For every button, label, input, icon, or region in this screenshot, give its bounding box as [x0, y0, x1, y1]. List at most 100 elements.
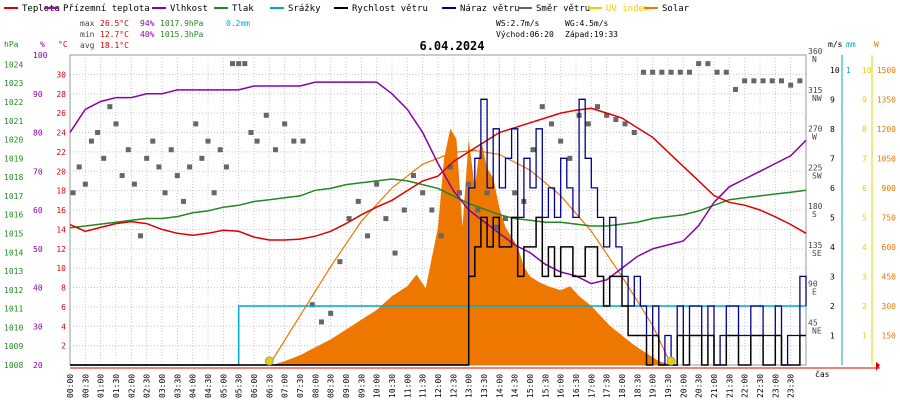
series-direction-point [88, 138, 94, 144]
axis-temperature-tick: 4 [61, 322, 66, 331]
axis-time-tick: 01:00 [97, 374, 106, 398]
axis-uv-tick: 5 [862, 213, 867, 222]
series-direction-point [101, 155, 107, 161]
series-direction-point [217, 147, 223, 153]
axis-temperature-tick: 30 [56, 70, 66, 79]
series-wind-line [70, 216, 806, 366]
series-direction-point [401, 207, 407, 213]
axis-pressure-tick: 1013 [4, 267, 23, 276]
axis-time-tick: 18:00 [618, 374, 627, 398]
axis-pressure-tick: 1011 [4, 305, 23, 314]
series-pressure-line [69, 178, 807, 229]
legend-label-naraz: Náraz větru [460, 4, 520, 14]
series-direction-point [659, 69, 665, 75]
axis-time-tick: 04:00 [189, 374, 198, 398]
axis-wind-tick: 9 [830, 95, 835, 104]
series-uv-marker [264, 356, 274, 366]
series-direction-point [180, 198, 186, 204]
series-direction-point [282, 121, 288, 127]
series-direction-point [466, 181, 472, 187]
axis-temperature-tick: 28 [56, 90, 66, 99]
axis-time-tick: 19:30 [664, 374, 673, 398]
axis-time-tick: 16:00 [557, 374, 566, 398]
series-direction-point [156, 164, 162, 170]
stat-avg-temp: 18.1°C [100, 41, 129, 50]
series-direction-point [291, 138, 297, 144]
axis-temperature-tick: 24 [56, 129, 66, 138]
axis-time-tick: 05:00 [219, 374, 228, 398]
axis-humidity-unit: % [40, 40, 45, 49]
series-direction-point [650, 69, 656, 75]
axis-time-arrow [876, 362, 880, 371]
axis-direction-tick: 270 [808, 125, 823, 134]
stat-min-pressure: 1015.3hPa [160, 30, 204, 39]
series-direction-point [355, 198, 361, 204]
axis-direction-tick: 315 [808, 86, 823, 95]
axis-direction-tick: 360 [808, 47, 823, 56]
series-direction-point [76, 164, 82, 170]
axis-time-tick: 19:00 [649, 374, 658, 398]
axis-pressure-tick: 1012 [4, 286, 23, 295]
axis-wind-tick: 6 [830, 184, 835, 193]
series-direction-point [567, 155, 573, 161]
axis-rain-unit: mm [846, 40, 856, 49]
axis-solar-tick: 1350 [877, 95, 896, 104]
series-direction-point [447, 164, 453, 170]
axis-pressure-tick: 1016 [4, 211, 23, 220]
axis-temperature-tick: 10 [56, 264, 66, 273]
axis-temperature-tick: 6 [61, 303, 66, 312]
stat-min-temp: 12.7°C [100, 30, 129, 39]
series-direction-point [337, 259, 343, 265]
axis-solar-tick: 600 [882, 243, 897, 252]
series-direction-point [242, 61, 248, 67]
axis-uv-tick: 7 [862, 154, 867, 163]
series-direction-point [438, 233, 444, 239]
axis-solar-tick: 300 [882, 302, 897, 311]
axis-humidity-tick: 70 [33, 167, 43, 176]
axis-pressure-tick: 1015 [4, 229, 23, 238]
axis-direction-label: N [812, 55, 817, 64]
axis-time-tick: 06:30 [265, 374, 274, 398]
legend-label-uv: UV index [606, 4, 650, 14]
axis-time-tick: 15:30 [541, 374, 550, 398]
series-direction-point [364, 233, 370, 239]
series-direction-point [150, 138, 156, 144]
axis-solar-tick: 150 [882, 331, 897, 340]
axis-pressure-tick: 1024 [4, 60, 23, 69]
series-direction-point [138, 233, 144, 239]
axis-direction-tick: 225 [808, 163, 823, 172]
axis-time-tick: 15:00 [526, 374, 535, 398]
axis-time-tick: 06:00 [250, 374, 259, 398]
series-direction-point [205, 138, 211, 144]
axis-pressure-tick: 1022 [4, 98, 23, 107]
stats-panel: max 26.5°C 94% 1017.9hPa 0.2mm min 12.7°… [80, 19, 618, 50]
axis-direction-tick: 180 [808, 202, 823, 211]
axis-time-tick: 04:30 [204, 374, 213, 398]
series-solar-clear-line [268, 149, 672, 366]
series-direction-point [318, 319, 324, 325]
axis-time-tick: 23:00 [771, 374, 780, 398]
series-direction-point [162, 190, 168, 196]
axis-uv-tick: 6 [862, 184, 867, 193]
axis-direction-label: SW [812, 171, 822, 180]
stat-min-label: min [80, 30, 95, 39]
axis-time-tick: 21:00 [710, 374, 719, 398]
series-direction-point [456, 190, 462, 196]
series-direction-point [131, 181, 137, 187]
series-direction-point [107, 104, 113, 110]
axis-time-tick: 03:30 [173, 374, 182, 398]
series-direction-point [119, 173, 125, 179]
axis-humidity-tick: 30 [33, 322, 43, 331]
series-direction-point [144, 155, 150, 161]
axis-temperature-tick: 18 [56, 187, 66, 196]
axis-time-tick: 12:30 [449, 374, 458, 398]
series-direction-point [187, 164, 193, 170]
axis-direction-label: NE [812, 326, 822, 335]
legend-label-vlhkost: Vlhkost [170, 4, 208, 14]
series-direction-point [530, 147, 536, 153]
axis-uv-tick: 1 [862, 331, 867, 340]
axis-temperature-tick: 8 [61, 284, 66, 293]
series-direction-point [410, 173, 416, 179]
axis-time-tick: 13:30 [480, 374, 489, 398]
